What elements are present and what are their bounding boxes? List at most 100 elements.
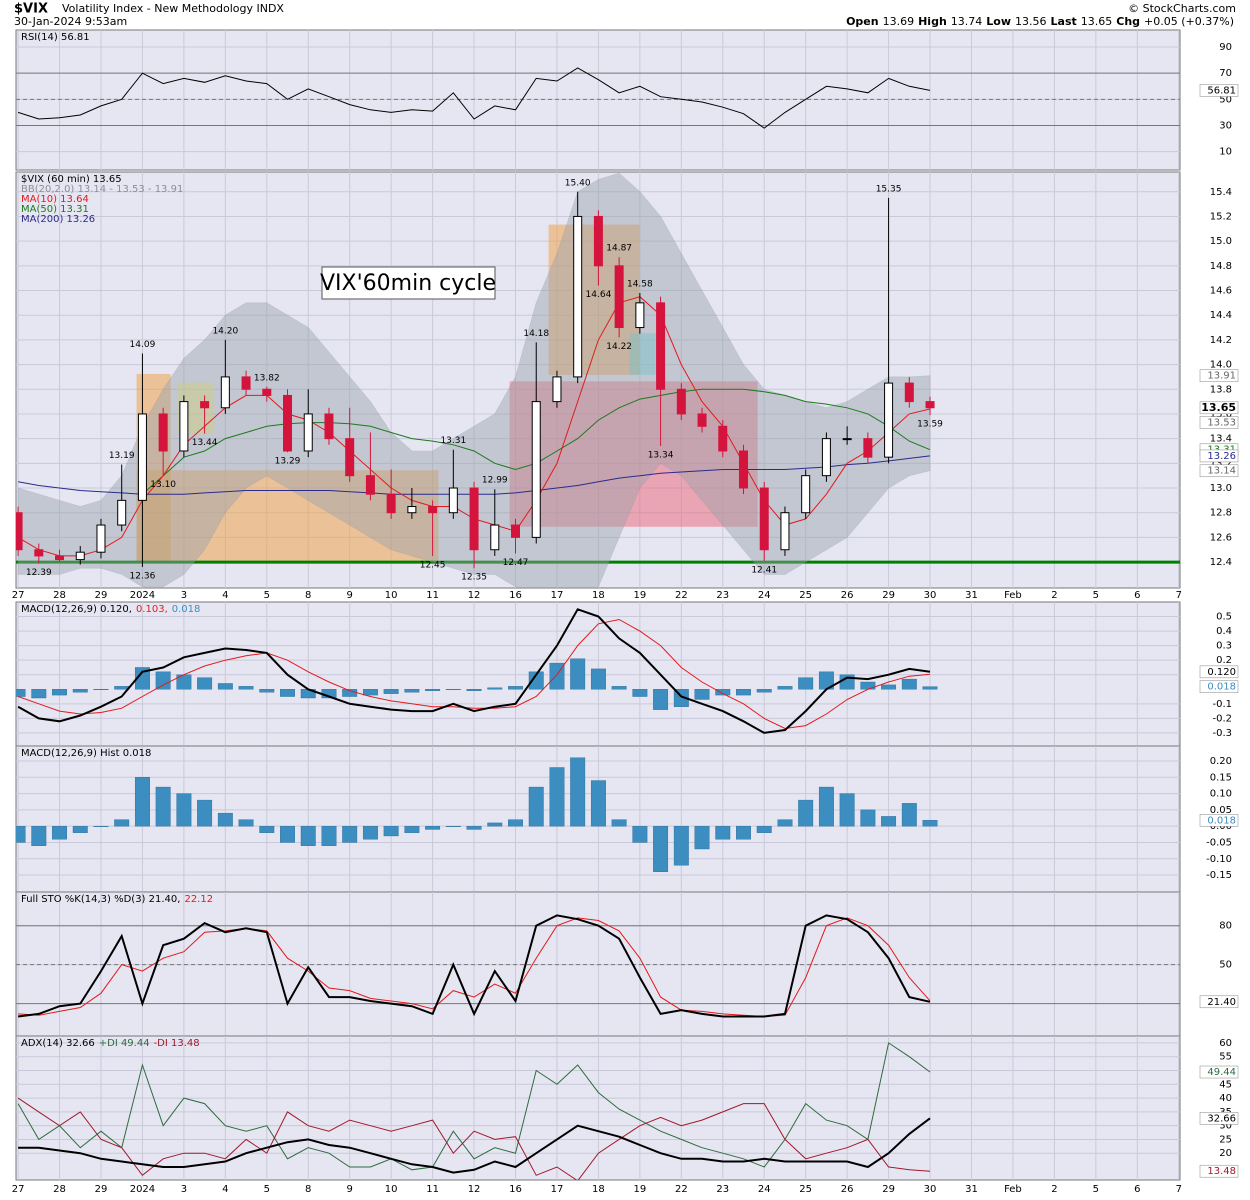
y-tick-label: 10	[1219, 147, 1232, 158]
x-tick-label-bottom: 2	[1051, 1184, 1057, 1195]
candle-body	[676, 388, 686, 415]
y-tick-label: 70	[1219, 68, 1232, 79]
legend-entry: 0.018	[172, 604, 201, 615]
plot-area	[16, 1036, 1180, 1180]
quote: Open 13.69 High 13.74 Low 13.56 Last 13.65 Chg +0…	[846, 15, 1234, 28]
legend-entry: MA(50) 13.31	[21, 204, 89, 215]
x-tick-label: 29	[95, 590, 108, 601]
x-tick-label-bottom: 24	[758, 1184, 771, 1195]
legend-entry: MA(200) 13.26	[21, 214, 95, 225]
candle-body	[739, 450, 748, 489]
y-tick-label: 0.15	[1210, 772, 1232, 783]
y-tick-label: 12.8	[1210, 508, 1232, 519]
x-tick-label: 2024	[130, 590, 155, 601]
histogram-bar	[362, 689, 378, 696]
histogram-bar	[798, 677, 814, 690]
x-tick-label: 19	[634, 590, 647, 601]
value-tag: 0.018	[1207, 815, 1236, 826]
histogram-bar	[715, 825, 731, 840]
value-tag: 13.91	[1207, 371, 1236, 382]
y-tick-label: 40	[1219, 1093, 1232, 1104]
quote-label: Last	[1051, 15, 1077, 28]
price-annotation: 14.64	[586, 290, 612, 300]
histogram-bar	[901, 803, 917, 827]
histogram-bar	[52, 689, 67, 696]
quote-label: Open	[846, 15, 879, 28]
x-tick-label: 31	[965, 590, 978, 601]
histogram-bar	[155, 786, 171, 827]
y-tick-label: 15.2	[1210, 211, 1232, 222]
candle-body	[365, 475, 375, 495]
y-tick-label: 0.05	[1210, 805, 1232, 816]
candle-body	[428, 506, 438, 514]
candle-body	[469, 487, 479, 551]
price-annotation: 14.18	[523, 329, 549, 339]
y-tick-label: 13.4	[1210, 434, 1232, 445]
x-tick-label: 4	[222, 590, 228, 601]
candle-body	[531, 401, 541, 538]
candle-body	[262, 388, 272, 396]
x-tick-label-bottom: 19	[634, 1184, 647, 1195]
x-tick-label: 6	[1134, 590, 1140, 601]
x-tick-label-bottom: 28	[53, 1184, 66, 1195]
y-tick-label: -0.1	[1212, 699, 1232, 710]
histogram-bar	[570, 757, 586, 827]
value-tag-box	[1199, 401, 1239, 415]
histogram-bar	[881, 816, 897, 827]
histogram-bar	[632, 689, 648, 697]
value-tag-box	[1199, 680, 1239, 693]
legend-entry: MACD(12,26,9) Hist 0.018	[21, 748, 151, 759]
candle-body	[158, 413, 168, 452]
x-tick-label-bottom: 29	[882, 1184, 895, 1195]
histogram-bar	[839, 793, 855, 827]
y-tick-label: 12.4	[1210, 557, 1232, 568]
y-tick-label: 20	[1219, 1148, 1232, 1159]
x-tick-label-bottom: 6	[1134, 1184, 1140, 1195]
candle-body	[925, 401, 935, 409]
histogram-bar	[259, 689, 275, 693]
x-tick-label: 16	[509, 590, 522, 601]
candle-body	[780, 512, 790, 551]
histogram-bar	[860, 809, 876, 827]
y-tick-label: 0.2	[1216, 655, 1232, 666]
candle-body	[117, 499, 127, 526]
histogram-bar	[197, 799, 213, 827]
value-tag: 13.26	[1207, 451, 1236, 462]
x-tick-label: 7	[1176, 590, 1182, 601]
quote-value: 13.56	[1015, 15, 1047, 28]
histogram-bar	[487, 687, 503, 690]
candle-body	[75, 551, 85, 561]
x-tick-label-bottom: 23	[716, 1184, 729, 1195]
candle-body	[511, 524, 521, 538]
histogram-bar	[673, 825, 689, 866]
x-tick-label: 18	[592, 590, 605, 601]
legend-entry: 0.103,	[136, 604, 168, 615]
candle-body	[220, 376, 230, 409]
histogram-bar	[736, 825, 751, 840]
copyright: © StockCharts.com	[1128, 2, 1236, 15]
y-tick-label: 13.2	[1210, 458, 1232, 469]
histogram-bar	[300, 825, 316, 846]
security-name: Volatility Index - New Methodology INDX	[62, 2, 284, 15]
x-tick-label: 5	[264, 590, 270, 601]
legend-entry: ADX(14) 32.66	[21, 1038, 95, 1049]
y-tick-label: 13.6	[1210, 409, 1232, 420]
x-tick-label: 29	[882, 590, 895, 601]
legend-entry: 22.12	[184, 894, 213, 905]
x-tick-label: 22	[675, 590, 688, 601]
bollinger-band	[17, 172, 931, 588]
y-tick-label: 14.6	[1210, 286, 1232, 297]
histogram-bar	[694, 689, 710, 700]
histogram-bar	[922, 820, 938, 827]
histogram-bar	[508, 686, 523, 690]
x-tick-label: 28	[53, 590, 66, 601]
value-tag: 49.44	[1207, 1067, 1236, 1078]
histogram-bar	[259, 825, 275, 833]
y-tick-label: 14.8	[1210, 261, 1232, 272]
y-tick-label: 45	[1219, 1079, 1232, 1090]
candle-body	[842, 438, 852, 441]
histogram-bar	[528, 671, 544, 690]
histogram-bar	[52, 825, 67, 840]
legend-entry: $VIX (60 min) 13.65	[21, 174, 122, 185]
price-annotation: 14.22	[606, 342, 632, 352]
